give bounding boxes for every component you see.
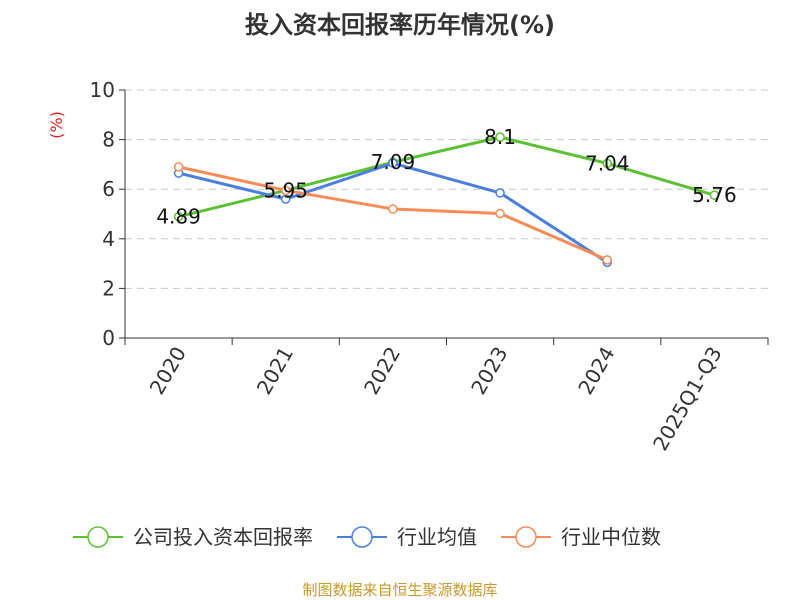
data-label: 5.95 bbox=[263, 178, 308, 202]
chart-title: 投入资本回报率历年情况(%) bbox=[245, 11, 555, 39]
data-label: 8.1 bbox=[484, 125, 516, 149]
data-point bbox=[495, 208, 505, 219]
axes: 0 2 4 6 8 10 2020 2021 2022 2023 2024 2025Q1-Q3 bbox=[90, 78, 769, 455]
data-label: 5.76 bbox=[692, 183, 737, 207]
data-point bbox=[173, 162, 184, 172]
data-point bbox=[281, 185, 291, 196]
legend-item[interactable]: 行业中位数 bbox=[501, 525, 661, 549]
data-point bbox=[602, 255, 612, 265]
data-point bbox=[602, 158, 612, 169]
x-tick-label: 2023 bbox=[466, 343, 512, 399]
data-label: 7.04 bbox=[585, 151, 630, 175]
series-lines bbox=[173, 132, 720, 268]
x-tick-label: 2022 bbox=[359, 343, 405, 399]
legend-item[interactable]: 公司投入资本回报率 bbox=[73, 525, 313, 549]
legend-marker bbox=[351, 526, 373, 548]
data-point bbox=[173, 211, 184, 222]
data-point bbox=[709, 190, 720, 200]
data-point bbox=[495, 188, 505, 198]
legend-marker bbox=[87, 526, 109, 548]
data-label: 7.09 bbox=[371, 150, 416, 174]
data-point bbox=[495, 132, 505, 142]
legend-label: 公司投入资本回报率 bbox=[133, 525, 313, 549]
legend-marker bbox=[515, 526, 537, 548]
y-axis-unit: (%) bbox=[47, 111, 66, 139]
legend-label: 行业中位数 bbox=[561, 525, 661, 549]
legend[interactable]: 公司投入资本回报率 行业均值 行业中位数 bbox=[73, 525, 661, 549]
grid-lines bbox=[125, 89, 768, 289]
y-tick-label: 2 bbox=[102, 276, 115, 300]
x-tick-label: 2020 bbox=[145, 343, 191, 399]
y-tick-label: 8 bbox=[102, 128, 115, 152]
x-tick-label: 2025Q1-Q3 bbox=[648, 343, 727, 455]
y-tick-label: 10 bbox=[90, 78, 115, 102]
data-source-note: 制图数据来自恒生聚源数据库 bbox=[302, 581, 497, 599]
data-labels: 4.89 5.95 7.09 8.1 7.04 5.76 bbox=[156, 125, 736, 229]
x-tick-label: 2021 bbox=[252, 343, 298, 399]
x-tick-label: 2024 bbox=[573, 343, 619, 399]
legend-label: 行业均值 bbox=[397, 525, 477, 549]
data-point bbox=[388, 204, 398, 214]
y-tick-label: 6 bbox=[102, 177, 115, 201]
y-tick-label: 4 bbox=[102, 227, 115, 251]
legend-item[interactable]: 行业均值 bbox=[337, 525, 477, 549]
data-label: 4.89 bbox=[156, 205, 201, 229]
y-tick-label: 0 bbox=[102, 326, 115, 350]
data-point bbox=[388, 158, 398, 168]
